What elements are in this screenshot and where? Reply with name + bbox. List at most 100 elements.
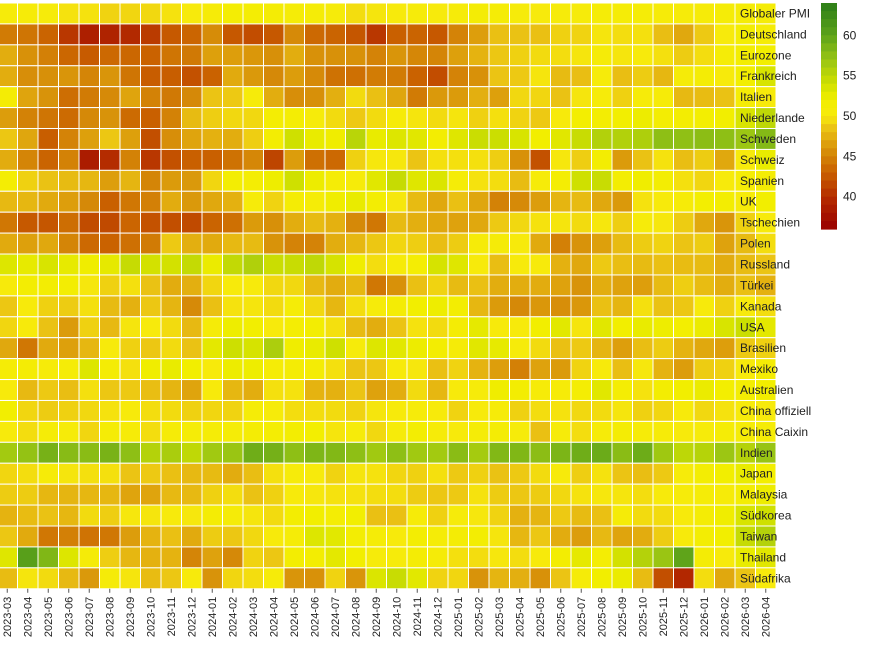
heatmap-cell bbox=[304, 23, 326, 46]
heatmap-cell bbox=[427, 211, 449, 234]
x-tick-label: 2024-01 bbox=[207, 597, 219, 637]
heatmap-cell bbox=[37, 567, 59, 590]
heatmap-cell bbox=[283, 316, 305, 339]
heatmap-cell bbox=[509, 525, 531, 548]
heatmap-cell bbox=[427, 546, 449, 569]
heatmap-cell bbox=[37, 358, 59, 381]
heatmap-cell bbox=[222, 128, 244, 150]
heatmap-cell bbox=[386, 337, 408, 360]
heatmap-cell bbox=[714, 107, 736, 130]
heatmap-cell bbox=[570, 525, 592, 548]
heatmap-cell bbox=[304, 420, 326, 443]
heatmap-cell bbox=[652, 148, 674, 171]
heatmap-cell bbox=[365, 232, 387, 255]
heatmap-cell bbox=[570, 337, 592, 360]
heatmap-cell bbox=[693, 316, 715, 339]
heatmap-cell bbox=[324, 420, 346, 443]
heatmap-cell bbox=[181, 567, 203, 590]
heatmap-cell bbox=[509, 295, 531, 318]
heatmap-cell bbox=[611, 504, 633, 527]
heatmap-cell bbox=[99, 358, 121, 381]
heatmap-cell bbox=[468, 65, 490, 88]
heatmap-cell bbox=[222, 211, 244, 234]
heatmap-cell bbox=[37, 107, 59, 130]
heatmap-cell bbox=[488, 546, 510, 569]
heatmap-cell bbox=[119, 86, 141, 109]
heatmap-cell bbox=[365, 128, 387, 150]
heatmap-cell bbox=[242, 169, 264, 192]
heatmap-cell bbox=[78, 44, 100, 67]
heatmap-cell bbox=[324, 190, 346, 213]
row-label: Eurozone bbox=[740, 48, 792, 62]
heatmap-cell bbox=[386, 274, 408, 297]
heatmap-cell bbox=[468, 190, 490, 213]
heatmap-cell bbox=[509, 399, 531, 422]
row-label: Schweiz bbox=[740, 153, 785, 167]
heatmap-cell bbox=[242, 546, 264, 569]
heatmap-cell bbox=[406, 232, 428, 255]
heatmap-cell bbox=[406, 211, 428, 234]
heatmap-cell bbox=[714, 567, 736, 590]
heatmap-cell bbox=[427, 379, 449, 401]
heatmap-cell bbox=[37, 253, 59, 276]
heatmap-cell bbox=[324, 399, 346, 422]
x-tick-label: 2024-08 bbox=[351, 597, 363, 637]
heatmap-cell bbox=[58, 169, 80, 192]
heatmap-cell bbox=[673, 190, 695, 213]
heatmap-cell bbox=[304, 86, 326, 109]
heatmap-cell bbox=[406, 462, 428, 485]
heatmap-cell bbox=[222, 567, 244, 590]
heatmap-cell bbox=[427, 44, 449, 67]
x-tick-label: 2025-05 bbox=[535, 597, 547, 637]
heatmap-cell bbox=[386, 546, 408, 569]
heatmap-cell bbox=[181, 2, 203, 25]
heatmap-cell bbox=[201, 128, 223, 150]
heatmap-cell bbox=[386, 107, 408, 130]
heatmap-cell bbox=[427, 86, 449, 109]
heatmap-cell bbox=[386, 211, 408, 234]
heatmap-cell bbox=[591, 483, 613, 506]
heatmap-cell bbox=[222, 23, 244, 46]
heatmap-cell bbox=[0, 546, 18, 569]
heatmap-cell bbox=[263, 379, 285, 401]
heatmap-cell bbox=[652, 86, 674, 109]
heatmap-cell bbox=[345, 399, 367, 422]
x-tick-label: 2026-04 bbox=[761, 597, 773, 637]
heatmap-cell bbox=[550, 211, 572, 234]
heatmap-cell bbox=[242, 148, 264, 171]
heatmap-cell bbox=[58, 274, 80, 297]
heatmap-cell bbox=[468, 211, 490, 234]
heatmap-cell bbox=[550, 169, 572, 192]
x-tick-label: 2025-06 bbox=[556, 597, 568, 637]
heatmap-cell bbox=[488, 274, 510, 297]
heatmap-cell bbox=[160, 190, 182, 213]
heatmap-cell bbox=[611, 190, 633, 213]
heatmap-cell bbox=[140, 190, 162, 213]
heatmap-cell bbox=[17, 546, 39, 569]
heatmap-cell bbox=[324, 65, 346, 88]
heatmap-cell bbox=[119, 295, 141, 318]
heatmap-cell bbox=[78, 379, 100, 401]
heatmap-cell bbox=[632, 420, 654, 443]
heatmap-cell bbox=[693, 462, 715, 485]
heatmap-cell bbox=[447, 462, 469, 485]
heatmap-cell bbox=[488, 337, 510, 360]
heatmap-cell bbox=[529, 253, 551, 276]
heatmap-cell bbox=[263, 567, 285, 590]
heatmap-cell bbox=[140, 107, 162, 130]
heatmap-cell bbox=[181, 190, 203, 213]
heatmap-cell bbox=[181, 128, 203, 150]
heatmap-cell bbox=[242, 504, 264, 527]
heatmap-cell bbox=[447, 504, 469, 527]
heatmap-cell bbox=[611, 441, 633, 464]
x-tick-label: 2024-09 bbox=[371, 597, 383, 637]
heatmap-cell bbox=[755, 190, 777, 213]
heatmap-cell bbox=[365, 190, 387, 213]
heatmap-cell bbox=[283, 190, 305, 213]
heatmap-cell bbox=[304, 546, 326, 569]
heatmap-cell bbox=[673, 86, 695, 109]
heatmap-cell bbox=[550, 462, 572, 485]
heatmap-cell bbox=[78, 2, 100, 25]
heatmap-cell bbox=[160, 483, 182, 506]
heatmap-cell bbox=[119, 525, 141, 548]
